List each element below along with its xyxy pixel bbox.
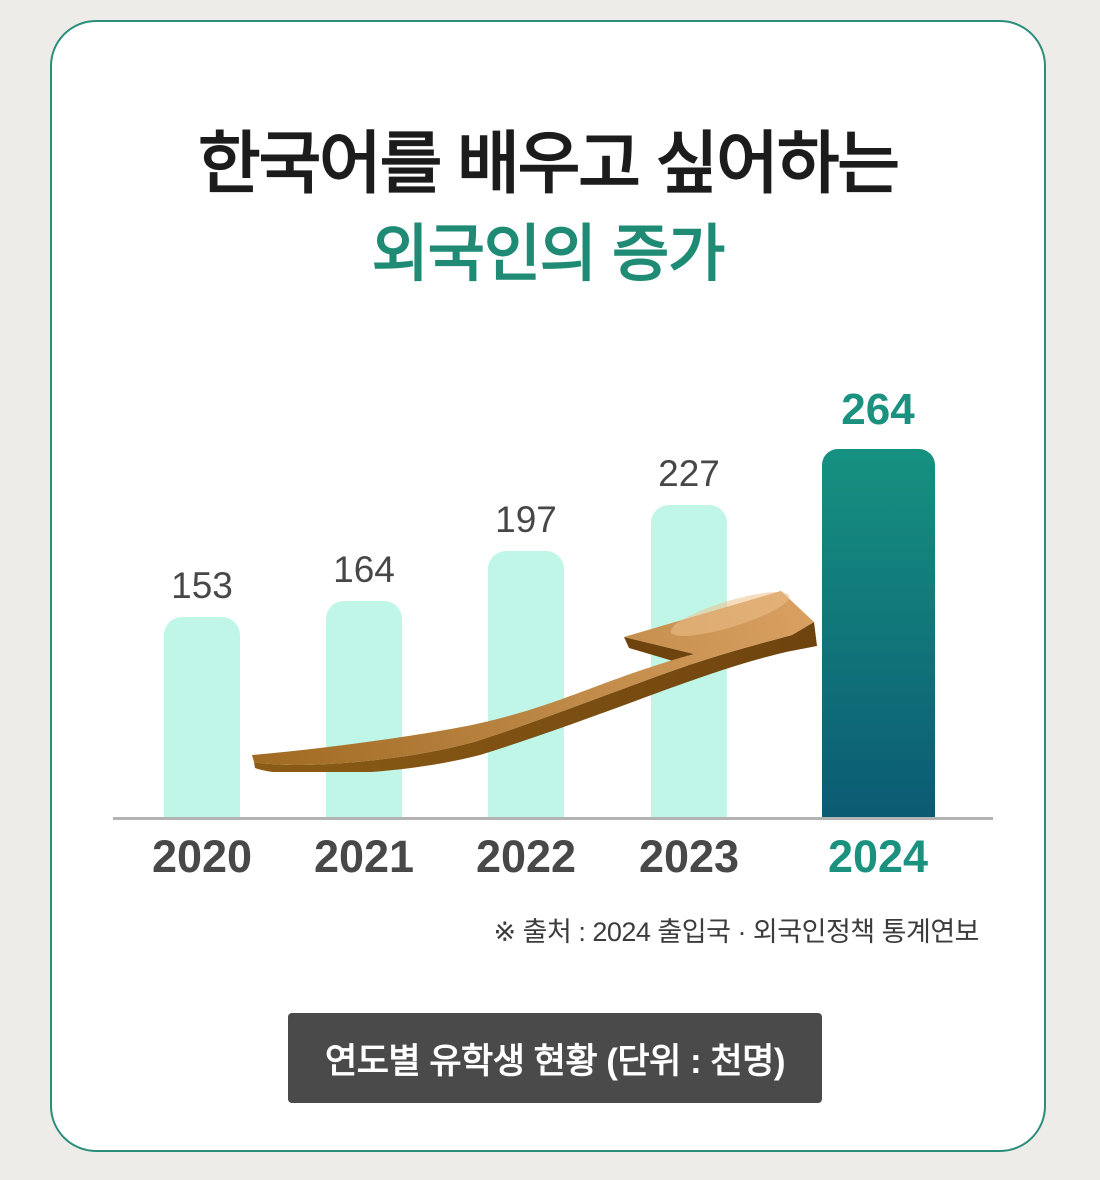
value-label-2020: 153 — [171, 565, 233, 606]
year-label-2022: 2022 — [475, 831, 577, 882]
title-line2: 외국인의 증가 — [371, 220, 725, 289]
value-label-2024: 264 — [841, 385, 915, 434]
title-line1: 한국어를 배우고 싶어하는 — [198, 126, 900, 202]
arrow-highlight-sheen — [670, 592, 790, 636]
source-note: ※ 출처 : 2024 출입국 · 외국인정책 통계연보 — [493, 917, 980, 947]
bar-2024 — [821, 449, 935, 817]
x-axis-line — [113, 817, 993, 820]
page-title: 한국어를 배우고 싶어하는 외국인의 증가 — [52, 130, 1044, 286]
infographic-card: 한국어를 배우고 싶어하는 외국인의 증가 — [50, 20, 1046, 1152]
year-label-2021: 2021 — [313, 831, 415, 882]
arrow-barb-underside — [624, 637, 694, 666]
growth-arrow-icon — [252, 591, 817, 772]
bar-2021 — [326, 601, 402, 817]
value-label-2022: 197 — [495, 499, 557, 540]
bar-2020 — [164, 617, 240, 817]
chart-caption-box: 연도별 유학생 현황 (단위 : 천명) — [288, 1013, 822, 1103]
bar-2022 — [488, 551, 564, 817]
bar-chart: 153 2020 164 2021 197 2022 227 2023 264 2024 — [113, 382, 993, 897]
year-label-2023: 2023 — [638, 831, 740, 882]
chart-caption-label: 연도별 유학생 현황 (단위 : 천명) — [325, 1041, 786, 1081]
year-label-2024: 2024 — [827, 831, 929, 882]
value-label-2021: 164 — [333, 549, 395, 590]
value-label-2023: 227 — [658, 453, 720, 494]
year-label-2020: 2020 — [151, 831, 253, 882]
